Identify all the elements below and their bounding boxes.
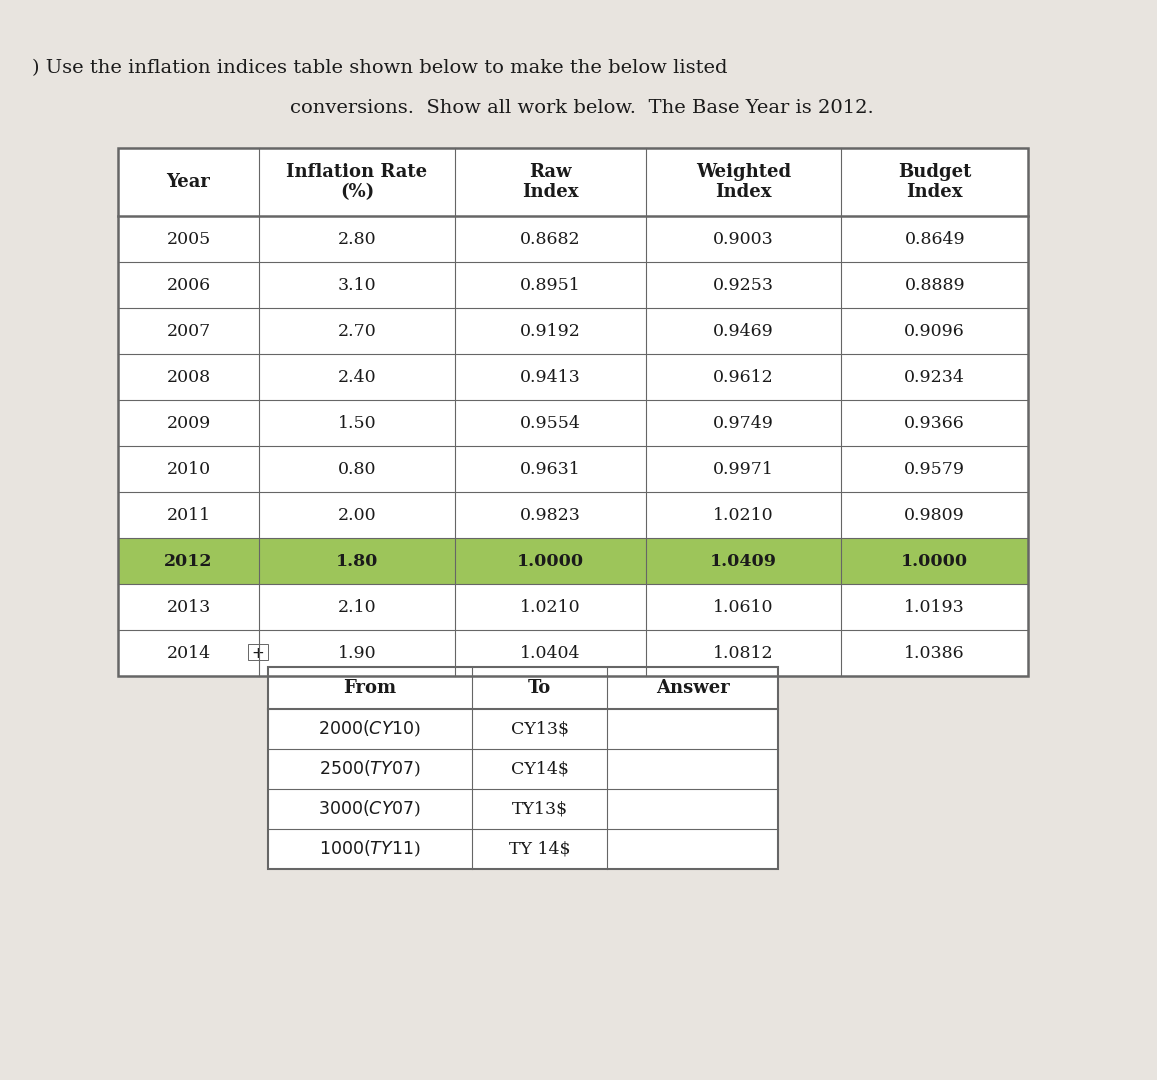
Text: 0.9192: 0.9192 [519, 323, 581, 339]
Text: 0.9809: 0.9809 [905, 507, 965, 524]
Text: 0.8682: 0.8682 [519, 230, 581, 247]
Text: 2013: 2013 [167, 598, 211, 616]
Text: 0.8649: 0.8649 [905, 230, 965, 247]
Text: 1.0000: 1.0000 [901, 553, 968, 569]
Bar [118, 262, 1029, 308]
Text: 0.8889: 0.8889 [905, 276, 965, 294]
Text: 1.0812: 1.0812 [714, 645, 774, 661]
Text: TY13$: TY13$ [511, 800, 568, 818]
Bar [268, 750, 778, 789]
Text: 2.70: 2.70 [338, 323, 376, 339]
Bar [118, 148, 1029, 216]
Bar [118, 630, 1029, 676]
Text: 0.8951: 0.8951 [519, 276, 581, 294]
Text: CY13$: CY13$ [510, 720, 568, 738]
Text: Raw
Index: Raw Index [522, 163, 578, 201]
Text: 0.9971: 0.9971 [713, 460, 774, 477]
Bar [248, 644, 268, 660]
Text: 1.0610: 1.0610 [714, 598, 774, 616]
Text: 0.9612: 0.9612 [713, 368, 774, 386]
Text: 2010: 2010 [167, 460, 211, 477]
Text: Answer: Answer [656, 679, 729, 697]
Text: 0.80: 0.80 [338, 460, 376, 477]
Bar [118, 538, 1029, 584]
Text: Budget
Index: Budget Index [898, 163, 972, 201]
Text: 0.9096: 0.9096 [905, 323, 965, 339]
Text: ) Use the inflation indices table shown below to make the below listed: ) Use the inflation indices table shown … [32, 59, 728, 77]
Bar [268, 667, 778, 869]
Text: 1.80: 1.80 [336, 553, 378, 569]
Text: 2012: 2012 [164, 553, 213, 569]
Text: 0.9579: 0.9579 [905, 460, 965, 477]
Text: TY 14$: TY 14$ [509, 840, 570, 858]
Text: 0.9631: 0.9631 [519, 460, 581, 477]
Text: 1.50: 1.50 [338, 415, 376, 432]
Text: 1.0000: 1.0000 [517, 553, 584, 569]
Text: 0.9234: 0.9234 [905, 368, 965, 386]
Text: Weighted
Index: Weighted Index [697, 163, 791, 201]
Bar [118, 492, 1029, 538]
Bar [268, 789, 778, 829]
Bar [118, 446, 1029, 492]
Bar [268, 829, 778, 869]
Text: 3.10: 3.10 [338, 276, 376, 294]
Text: $3000 (CY07$): $3000 (CY07$) [318, 799, 421, 819]
Bar [118, 584, 1029, 630]
Text: 2005: 2005 [167, 230, 211, 247]
Text: 0.9749: 0.9749 [713, 415, 774, 432]
Text: 0.9003: 0.9003 [713, 230, 774, 247]
Text: 0.9253: 0.9253 [713, 276, 774, 294]
Text: 2.40: 2.40 [338, 368, 376, 386]
Bar [118, 400, 1029, 446]
Text: 0.9413: 0.9413 [519, 368, 581, 386]
Text: $2500 (TY07$): $2500 (TY07$) [319, 759, 421, 779]
Text: 0.9554: 0.9554 [519, 415, 581, 432]
Text: 2006: 2006 [167, 276, 211, 294]
Bar [118, 148, 1029, 676]
Bar [118, 354, 1029, 400]
Text: From: From [344, 679, 397, 697]
Bar [118, 216, 1029, 262]
Text: CY14$: CY14$ [510, 760, 568, 778]
Text: 1.0193: 1.0193 [905, 598, 965, 616]
Text: 2007: 2007 [167, 323, 211, 339]
Text: 1.0386: 1.0386 [905, 645, 965, 661]
Text: +: + [251, 646, 265, 661]
Bar [268, 667, 778, 708]
Text: conversions.  Show all work below.  The Base Year is 2012.: conversions. Show all work below. The Ba… [290, 99, 874, 117]
Text: 2.00: 2.00 [338, 507, 376, 524]
Text: Year: Year [167, 173, 211, 191]
Text: 2014: 2014 [167, 645, 211, 661]
Text: To: To [528, 679, 551, 697]
Text: 2.80: 2.80 [338, 230, 376, 247]
Text: 1.0210: 1.0210 [519, 598, 581, 616]
Text: 1.0404: 1.0404 [519, 645, 581, 661]
Text: 2011: 2011 [167, 507, 211, 524]
Text: 0.9823: 0.9823 [519, 507, 581, 524]
Bar [118, 308, 1029, 354]
Text: 2008: 2008 [167, 368, 211, 386]
Text: 2.10: 2.10 [338, 598, 376, 616]
Text: 0.9366: 0.9366 [905, 415, 965, 432]
Text: 0.9469: 0.9469 [713, 323, 774, 339]
Bar [268, 708, 778, 750]
Text: 1.90: 1.90 [338, 645, 376, 661]
Text: 1.0409: 1.0409 [710, 553, 778, 569]
Text: $2000 (CY10$): $2000 (CY10$) [318, 719, 421, 739]
Text: 1.0210: 1.0210 [714, 507, 774, 524]
Text: $1000 (TY11$): $1000 (TY11$) [319, 839, 421, 859]
Text: Inflation Rate
(%): Inflation Rate (%) [286, 163, 427, 201]
Text: 2009: 2009 [167, 415, 211, 432]
